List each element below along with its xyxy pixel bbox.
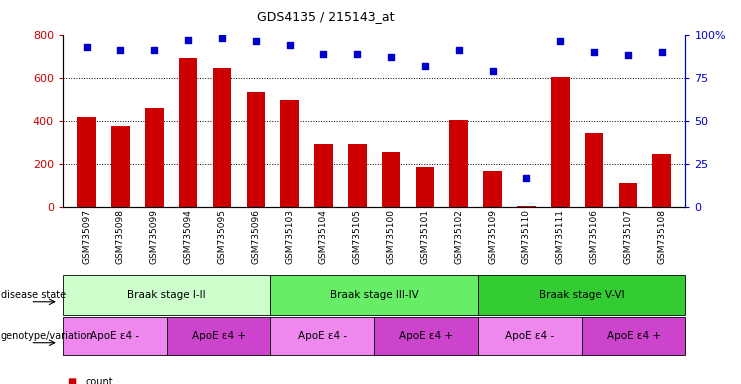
Text: GSM735097: GSM735097 bbox=[82, 209, 91, 264]
Bar bbox=[382, 152, 400, 207]
Bar bbox=[374, 317, 478, 355]
Text: ApoE ε4 +: ApoE ε4 + bbox=[607, 331, 660, 341]
Bar bbox=[348, 144, 367, 207]
Text: ApoE ε4 +: ApoE ε4 + bbox=[399, 331, 453, 341]
Point bbox=[182, 37, 194, 43]
Point bbox=[284, 42, 296, 48]
Text: GSM735106: GSM735106 bbox=[590, 209, 599, 264]
Text: GSM735096: GSM735096 bbox=[251, 209, 260, 264]
Text: genotype/variation: genotype/variation bbox=[1, 331, 93, 341]
Text: GSM735105: GSM735105 bbox=[353, 209, 362, 264]
Bar bbox=[551, 77, 570, 207]
Text: GSM735099: GSM735099 bbox=[150, 209, 159, 264]
Point bbox=[351, 51, 363, 57]
Bar bbox=[280, 101, 299, 207]
Point bbox=[115, 47, 127, 53]
Bar bbox=[585, 133, 603, 207]
Bar bbox=[652, 154, 671, 207]
Bar bbox=[478, 317, 582, 355]
Text: ApoE ε4 -: ApoE ε4 - bbox=[90, 331, 139, 341]
Bar bbox=[111, 126, 130, 207]
Text: GSM735101: GSM735101 bbox=[420, 209, 430, 264]
Text: ApoE ε4 -: ApoE ε4 - bbox=[298, 331, 347, 341]
Text: GSM735103: GSM735103 bbox=[285, 209, 294, 264]
Text: GSM735095: GSM735095 bbox=[217, 209, 227, 264]
Bar bbox=[478, 275, 685, 315]
Text: count: count bbox=[85, 377, 113, 384]
Text: GSM735111: GSM735111 bbox=[556, 209, 565, 264]
Bar bbox=[582, 317, 685, 355]
Bar bbox=[247, 92, 265, 207]
Point bbox=[148, 47, 160, 53]
Text: Braak stage I-II: Braak stage I-II bbox=[127, 290, 206, 300]
Point bbox=[250, 38, 262, 45]
Text: GSM735110: GSM735110 bbox=[522, 209, 531, 264]
Bar bbox=[450, 120, 468, 207]
Point bbox=[554, 38, 566, 45]
Text: GSM735100: GSM735100 bbox=[387, 209, 396, 264]
Text: disease state: disease state bbox=[1, 290, 66, 300]
Bar bbox=[517, 206, 536, 207]
Point bbox=[419, 63, 431, 69]
Text: ■: ■ bbox=[67, 377, 76, 384]
Bar bbox=[483, 170, 502, 207]
Text: GSM735102: GSM735102 bbox=[454, 209, 463, 263]
Point bbox=[487, 68, 499, 74]
Bar bbox=[270, 275, 478, 315]
Text: Braak stage III-IV: Braak stage III-IV bbox=[330, 290, 419, 300]
Point bbox=[622, 52, 634, 58]
Bar bbox=[145, 108, 164, 207]
Text: GSM735094: GSM735094 bbox=[184, 209, 193, 263]
Bar bbox=[314, 144, 333, 207]
Text: ApoE ε4 +: ApoE ε4 + bbox=[192, 331, 245, 341]
Bar bbox=[416, 167, 434, 207]
Text: GSM735109: GSM735109 bbox=[488, 209, 497, 264]
Point bbox=[81, 44, 93, 50]
Point bbox=[520, 175, 532, 181]
Text: GSM735104: GSM735104 bbox=[319, 209, 328, 263]
Point bbox=[453, 47, 465, 53]
Bar bbox=[77, 117, 96, 207]
Text: GSM735108: GSM735108 bbox=[657, 209, 666, 264]
Text: Braak stage V-VI: Braak stage V-VI bbox=[539, 290, 625, 300]
Point bbox=[216, 35, 228, 41]
Bar bbox=[179, 58, 197, 207]
Bar bbox=[270, 317, 374, 355]
Text: GSM735098: GSM735098 bbox=[116, 209, 125, 264]
Bar bbox=[63, 275, 270, 315]
Point bbox=[318, 51, 330, 57]
Point bbox=[656, 49, 668, 55]
Text: GSM735107: GSM735107 bbox=[623, 209, 632, 264]
Bar bbox=[167, 317, 270, 355]
Bar bbox=[213, 68, 231, 207]
Text: ApoE ε4 -: ApoE ε4 - bbox=[505, 331, 554, 341]
Point bbox=[385, 54, 397, 60]
Bar bbox=[619, 182, 637, 207]
Point bbox=[588, 49, 600, 55]
Bar bbox=[63, 317, 167, 355]
Text: GDS4135 / 215143_at: GDS4135 / 215143_at bbox=[257, 10, 395, 23]
